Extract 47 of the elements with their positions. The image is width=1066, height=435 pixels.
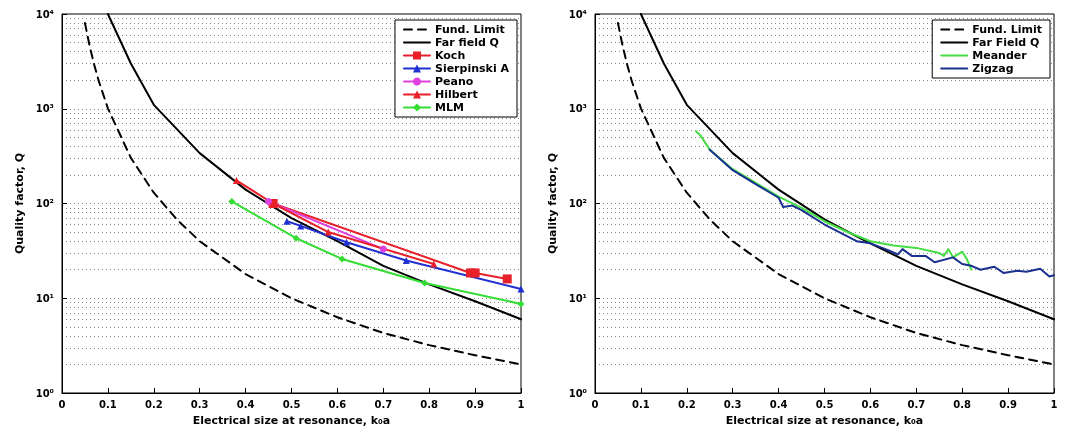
x-tick-label: 0 [591,398,599,410]
x-tick-label: 0.3 [723,398,742,410]
legend-label: Fund. Limit [972,23,1042,36]
x-tick-label: 0.6 [861,398,880,410]
legend-label: Hilbert [434,88,478,101]
x-tick-label: 0.4 [236,398,255,410]
x-axis-title: Electrical size at resonance, k₀a [192,414,391,427]
legend-label: Zigzag [972,62,1014,75]
x-tick-label: 0.3 [190,398,209,410]
legend-label: Peano [434,75,474,88]
x-tick-label: 0.6 [328,398,347,410]
legend-label: Meander [972,49,1028,62]
x-tick-label: 0.1 [99,398,117,410]
x-tick-label: 0.7 [374,398,393,410]
x-tick-label: 0 [58,398,66,410]
x-tick-label: 1 [517,398,525,410]
x-tick-label: 0.2 [144,398,163,410]
y-tick-label: 10¹ [568,292,587,304]
legend-label: MLM [434,101,464,114]
x-tick-label: 0.4 [769,398,788,410]
x-axis-title: Electrical size at resonance, k₀a [725,414,924,427]
legend-label: Far field Q [434,36,499,49]
y-axis-title: Quality factor, Q [12,152,26,255]
x-tick-label: 0.9 [999,398,1017,410]
legend-label: Far Field Q [972,36,1040,49]
x-tick-label: 0.9 [466,398,484,410]
y-tick-label: 10² [568,198,587,209]
x-tick-label: 0.1 [632,398,650,410]
x-tick-label: 0.5 [815,398,834,410]
y-tick-label: 10⁴ [35,8,54,20]
x-tick-label: 0.7 [907,398,926,410]
y-tick-label: 10¹ [35,292,54,304]
x-tick-label: 0.2 [677,398,696,410]
x-tick-label: 0.8 [420,398,439,410]
y-tick-label: 10⁰ [568,387,587,399]
legend-label: Sierpinski A [434,62,510,75]
x-tick-label: 0.5 [282,398,301,410]
x-tick-label: 0.8 [953,398,972,410]
y-tick-label: 10³ [568,103,587,115]
y-tick-label: 10⁰ [35,387,54,399]
y-tick-label: 10² [35,198,54,209]
y-axis-title: Quality factor, Q [545,152,559,255]
legend-label: Fund. Limit [434,23,505,36]
legend-label: Koch [434,49,466,62]
x-tick-label: 1 [1050,398,1058,410]
y-tick-label: 10³ [35,103,54,115]
y-tick-label: 10⁴ [568,8,587,20]
